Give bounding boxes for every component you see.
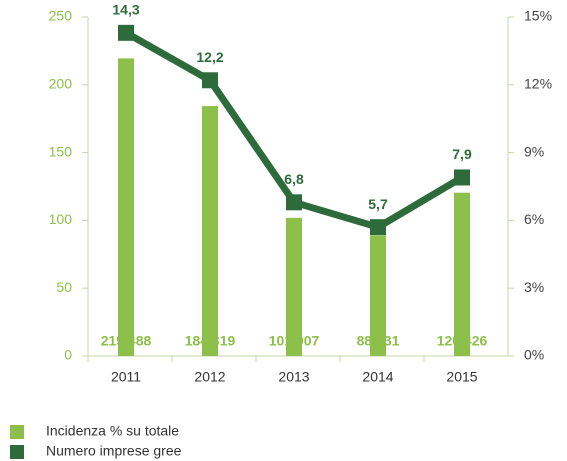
legend-label: Incidenza % su totale [46, 423, 179, 439]
line-value-label: 14,3 [112, 2, 139, 18]
y-tick-label: 50 [56, 279, 72, 295]
y-tick-label: 100 [49, 211, 73, 227]
y2-tick-label: 9% [524, 143, 544, 159]
y2-tick-label: 6% [524, 211, 544, 227]
legend-swatch [10, 445, 24, 459]
y2-tick-label: 3% [524, 279, 544, 295]
bar-value-label: 184.319 [185, 333, 236, 349]
legend-swatch [10, 425, 24, 439]
bar-value-label: 120.426 [437, 333, 488, 349]
bar [370, 235, 386, 356]
line-marker [118, 24, 134, 41]
y-tick-label: 250 [49, 8, 73, 24]
bar-value-label: 101.907 [269, 333, 320, 349]
x-tick-label: 2014 [362, 369, 393, 385]
line-marker [286, 194, 302, 211]
x-tick-label: 2013 [278, 369, 309, 385]
x-tick-label: 2011 [111, 369, 141, 385]
x-tick-label: 2012 [194, 369, 225, 385]
line-value-label: 12,2 [196, 49, 223, 65]
line-marker [370, 219, 386, 236]
y-tick-label: 0 [64, 347, 72, 363]
legend-label: Numero imprese gree [46, 443, 182, 459]
bar [118, 58, 134, 357]
y2-tick-label: 12% [524, 76, 552, 92]
bar-value-label: 219.488 [101, 333, 152, 349]
bar [454, 192, 470, 356]
line-marker [202, 72, 218, 89]
y-tick-label: 150 [49, 143, 73, 159]
x-tick-label: 2015 [446, 369, 477, 385]
y2-tick-label: 0% [524, 347, 544, 363]
bar [286, 217, 302, 356]
line-value-label: 5,7 [368, 196, 388, 212]
y-tick-label: 200 [49, 76, 73, 92]
bar [202, 106, 218, 356]
y2-tick-label: 15% [524, 8, 552, 24]
line-value-label: 7,9 [452, 146, 472, 162]
line-marker [454, 169, 470, 186]
bar-value-label: 88.831 [357, 333, 400, 349]
line-value-label: 6,8 [284, 171, 304, 187]
